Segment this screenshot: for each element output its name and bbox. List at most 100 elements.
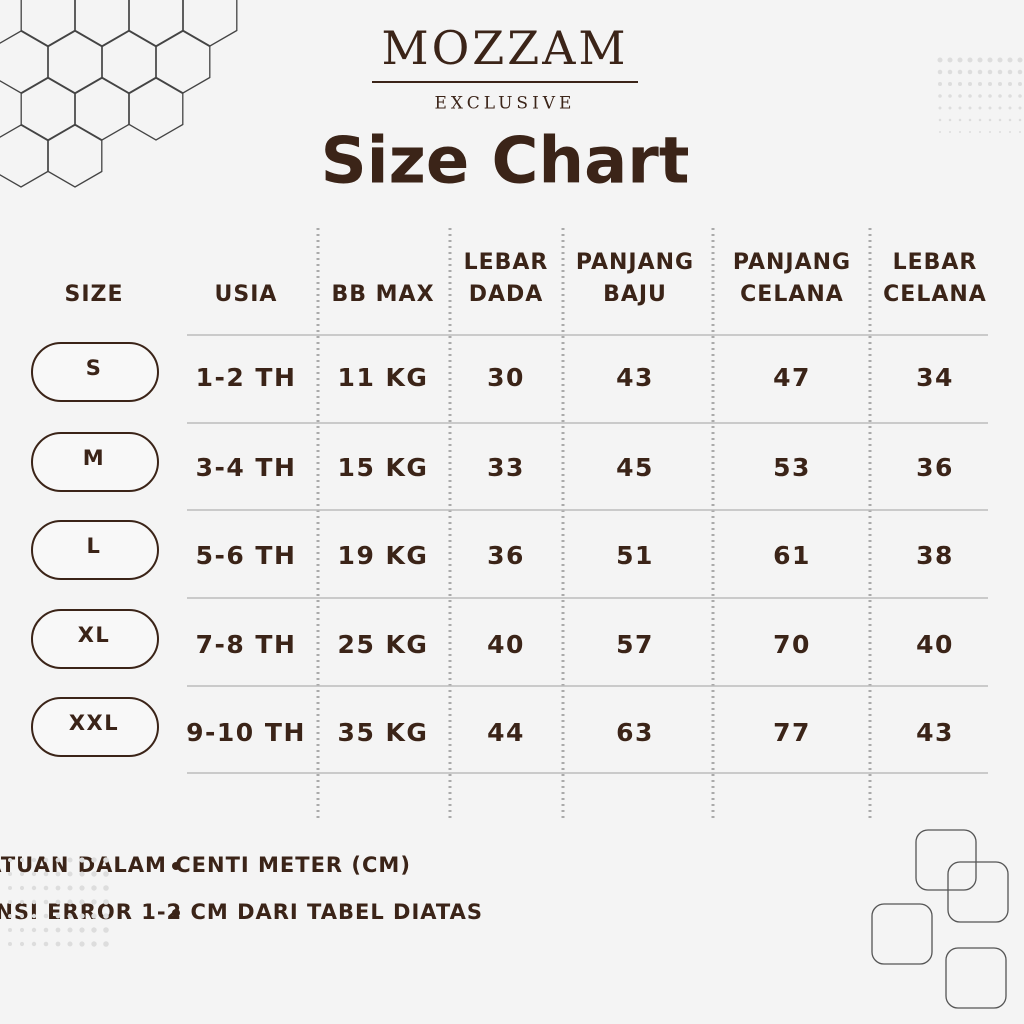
dot xyxy=(987,57,993,63)
dot xyxy=(967,69,973,75)
dot xyxy=(997,57,1003,63)
size-pill xyxy=(31,432,159,492)
column-header: BB MAX xyxy=(331,282,434,307)
cell: 34 xyxy=(916,363,954,392)
dot xyxy=(1019,131,1021,133)
cell: 44 xyxy=(487,718,525,747)
dot xyxy=(31,899,37,905)
cell: 5-6 TH xyxy=(196,541,297,570)
dot xyxy=(978,94,982,98)
size-label: S xyxy=(86,356,103,380)
dot xyxy=(55,913,61,919)
dot xyxy=(55,857,61,863)
dot xyxy=(8,914,12,918)
dot xyxy=(968,106,972,110)
dot xyxy=(8,900,12,904)
dot xyxy=(79,857,85,863)
column-header: DADA xyxy=(469,282,544,307)
dot xyxy=(103,871,109,877)
dot xyxy=(937,69,943,75)
dot xyxy=(969,131,971,133)
dot xyxy=(967,57,973,63)
dot xyxy=(938,106,942,110)
cell: 15 KG xyxy=(338,453,429,482)
size-pill xyxy=(31,609,159,669)
dot xyxy=(957,57,963,63)
cell: 33 xyxy=(487,453,525,482)
dot xyxy=(988,118,992,122)
dot xyxy=(978,118,982,122)
dot xyxy=(987,69,993,75)
cell: 47 xyxy=(773,363,811,392)
dot xyxy=(948,94,952,98)
column-header: CELANA xyxy=(740,282,844,307)
dot xyxy=(1008,82,1012,86)
dot xyxy=(937,57,943,63)
dot xyxy=(19,941,25,947)
size-pill xyxy=(31,520,159,580)
dot xyxy=(8,858,12,862)
dot xyxy=(103,927,109,933)
dot xyxy=(1008,118,1012,122)
column-header: SIZE xyxy=(64,282,123,307)
dot xyxy=(103,899,109,905)
dot xyxy=(1009,131,1011,133)
dot xyxy=(67,913,73,919)
dot xyxy=(1018,106,1022,110)
dot xyxy=(55,927,61,933)
dot xyxy=(79,899,85,905)
dot xyxy=(977,57,983,63)
dot xyxy=(8,872,12,876)
dot xyxy=(103,941,109,947)
dot xyxy=(31,913,37,919)
cell: 43 xyxy=(616,363,654,392)
column-header: BAJU xyxy=(603,282,667,307)
dot xyxy=(43,913,49,919)
dot xyxy=(67,899,73,905)
dot xyxy=(43,871,49,877)
cell: 38 xyxy=(916,541,954,570)
dot xyxy=(55,885,61,891)
dot xyxy=(1007,69,1013,75)
note: TOLERANSI ERROR 1-2 CM DARI TABEL DIATAS xyxy=(0,900,483,924)
dot xyxy=(67,857,73,863)
dot xyxy=(999,131,1001,133)
bullet xyxy=(172,862,180,870)
dot xyxy=(1017,57,1023,63)
dot xyxy=(968,94,972,98)
dot xyxy=(948,106,952,110)
cell: 9-10 TH xyxy=(186,718,306,747)
dot xyxy=(91,913,97,919)
dot xyxy=(19,857,25,863)
cell: 63 xyxy=(616,718,654,747)
dot xyxy=(988,106,992,110)
cell: 3-4 TH xyxy=(196,453,297,482)
dot xyxy=(67,927,73,933)
cell: 53 xyxy=(773,453,811,482)
dot xyxy=(91,941,97,947)
dot xyxy=(977,69,983,75)
cell: 30 xyxy=(487,363,525,392)
dot xyxy=(79,927,85,933)
brand: MOZZAM xyxy=(381,21,628,75)
size-label: M xyxy=(83,446,105,470)
dot xyxy=(91,871,97,877)
hexagon xyxy=(128,77,184,141)
dot xyxy=(31,885,37,891)
dot xyxy=(43,941,49,947)
dot xyxy=(1018,118,1022,122)
dot xyxy=(19,913,25,919)
dot xyxy=(103,885,109,891)
cell: 40 xyxy=(916,630,954,659)
dot xyxy=(8,928,12,932)
dot xyxy=(1007,57,1013,63)
cell: 7-8 TH xyxy=(196,630,297,659)
dot xyxy=(31,871,37,877)
dot xyxy=(1018,94,1022,98)
size-label: XL xyxy=(78,623,111,647)
size-pill xyxy=(31,697,159,757)
dot xyxy=(1008,94,1012,98)
dot xyxy=(998,82,1002,86)
dot xyxy=(31,857,37,863)
dot xyxy=(103,857,109,863)
